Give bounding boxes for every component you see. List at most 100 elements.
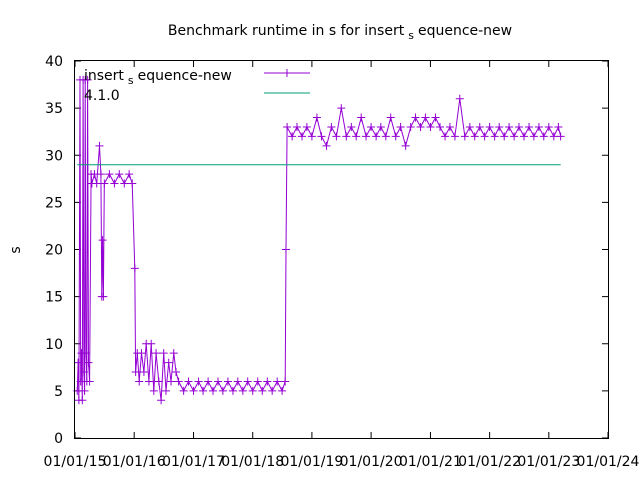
series-0-point-96 [386, 113, 395, 122]
series-0-point-79 [302, 122, 311, 131]
series-0-point-59 [214, 377, 223, 386]
series-0-point-40 [147, 339, 156, 348]
chart-title: Benchmark runtime in s for insert s equenc… [168, 23, 512, 42]
series-0-point-88 [347, 122, 356, 131]
series-0-point-6 [78, 396, 87, 405]
series-0-point-102 [416, 122, 425, 131]
series-0-point-82 [317, 132, 326, 141]
series-0-point-48 [166, 377, 175, 386]
series-0-point-31 [128, 179, 137, 188]
series-0-point-89 [352, 132, 361, 141]
series-0-point-9 [80, 386, 89, 395]
y-tick-label-7: 35 [45, 101, 63, 117]
legend: insert s equence-new 4.1.0 [84, 68, 310, 104]
series-0-point-60 [218, 386, 227, 395]
series-0-point-92 [367, 122, 376, 131]
series-0-point-110 [455, 94, 464, 103]
series-0-point-125 [529, 132, 538, 141]
series-0-point-46 [161, 386, 170, 395]
series-0-point-80 [307, 132, 316, 141]
series-0-point-58 [208, 386, 217, 395]
series-0-point-99 [401, 141, 410, 150]
series-0-point-45 [159, 349, 168, 358]
series-0-point-114 [475, 122, 484, 131]
y-ticks: 0 5 10 15 20 25 30 35 40 [45, 54, 608, 447]
series-0-point-105 [431, 113, 440, 122]
series-0-point-51 [174, 377, 183, 386]
series-0-point-13 [83, 75, 92, 84]
series-0-point-123 [520, 132, 529, 141]
series-0-point-128 [544, 122, 553, 131]
series-0-point-121 [510, 132, 519, 141]
series-0-point-14 [84, 358, 93, 367]
series-0-point-73 [281, 377, 290, 386]
x-tick-label-7: 01/01/22 [458, 454, 521, 470]
series-0-point-109 [450, 132, 459, 141]
series-0-point-56 [199, 386, 208, 395]
series-0-point-103 [421, 113, 430, 122]
legend-entry-label-1: 4.1.0 [84, 88, 120, 104]
x-tick-label-2: 01/01/17 [162, 454, 225, 470]
series-0-point-111 [460, 132, 469, 141]
series-0-point-71 [273, 377, 282, 386]
series-0-point-112 [465, 122, 474, 131]
series-0-point-104 [426, 122, 435, 131]
series-0-point-15 [85, 377, 94, 386]
series-0-point-20 [95, 141, 104, 150]
series-0-point-32 [130, 264, 139, 273]
y-tick-label-1: 5 [54, 384, 63, 400]
series-0-point-74 [281, 245, 290, 254]
series-0-point-27 [110, 179, 119, 188]
series-0-point-122 [514, 122, 523, 131]
series-0-point-119 [500, 132, 509, 141]
series-0-point-130 [554, 122, 563, 131]
series-0-point-23 [98, 236, 107, 245]
series-0-point-91 [362, 132, 371, 141]
series-0-point-70 [268, 386, 277, 395]
y-axis-label: s [8, 246, 24, 253]
series-0-point-77 [292, 122, 301, 131]
series-0-point-43 [154, 377, 163, 386]
series-0-point-86 [337, 104, 346, 113]
series-0-point-37 [139, 368, 148, 377]
series-0-point-54 [189, 386, 198, 395]
series-0-point-41 [149, 386, 158, 395]
series-0-point-101 [411, 113, 420, 122]
series-0-point-55 [194, 377, 203, 386]
series-0-point-106 [436, 122, 445, 131]
series-0-point-64 [238, 386, 247, 395]
series-0-point-87 [342, 132, 351, 141]
series-0-point-95 [381, 132, 390, 141]
series-layer [73, 75, 565, 405]
series-0-point-50 [172, 368, 181, 377]
series-0-point-61 [223, 377, 232, 386]
series-0-point-97 [391, 132, 400, 141]
y-tick-label-8: 40 [45, 54, 63, 70]
x-ticks: 01/01/1501/01/1601/01/1701/01/1801/01/19… [44, 61, 640, 470]
series-0-point-11 [82, 349, 91, 358]
series-0-point-19 [92, 179, 101, 188]
series-0-point-30 [125, 170, 134, 179]
series-0-point-39 [144, 377, 153, 386]
series-0-point-108 [445, 122, 454, 131]
x-tick-label-3: 01/01/18 [221, 454, 284, 470]
series-0-point-66 [248, 386, 257, 395]
y-tick-label-2: 10 [45, 337, 63, 353]
x-tick-label-9: 01/01/24 [577, 454, 640, 470]
series-0-point-36 [137, 349, 146, 358]
y-tick-label-3: 15 [45, 290, 63, 306]
series-0-point-126 [534, 122, 543, 131]
chart-title-main: Benchmark runtime in s for insert [168, 23, 405, 39]
series-0-point-33 [131, 368, 140, 377]
series-0-point-81 [312, 113, 321, 122]
series-0-point-90 [357, 113, 366, 122]
series-0-point-26 [105, 170, 114, 179]
legend-entry-label-0: insert s equence-new [84, 68, 232, 87]
series-0-point-44 [157, 396, 166, 405]
series-0-point-63 [233, 377, 242, 386]
series-0-point-76 [288, 132, 297, 141]
series-0-point-78 [298, 132, 307, 141]
series-0-point-69 [263, 377, 272, 386]
series-0-point-116 [485, 122, 494, 131]
